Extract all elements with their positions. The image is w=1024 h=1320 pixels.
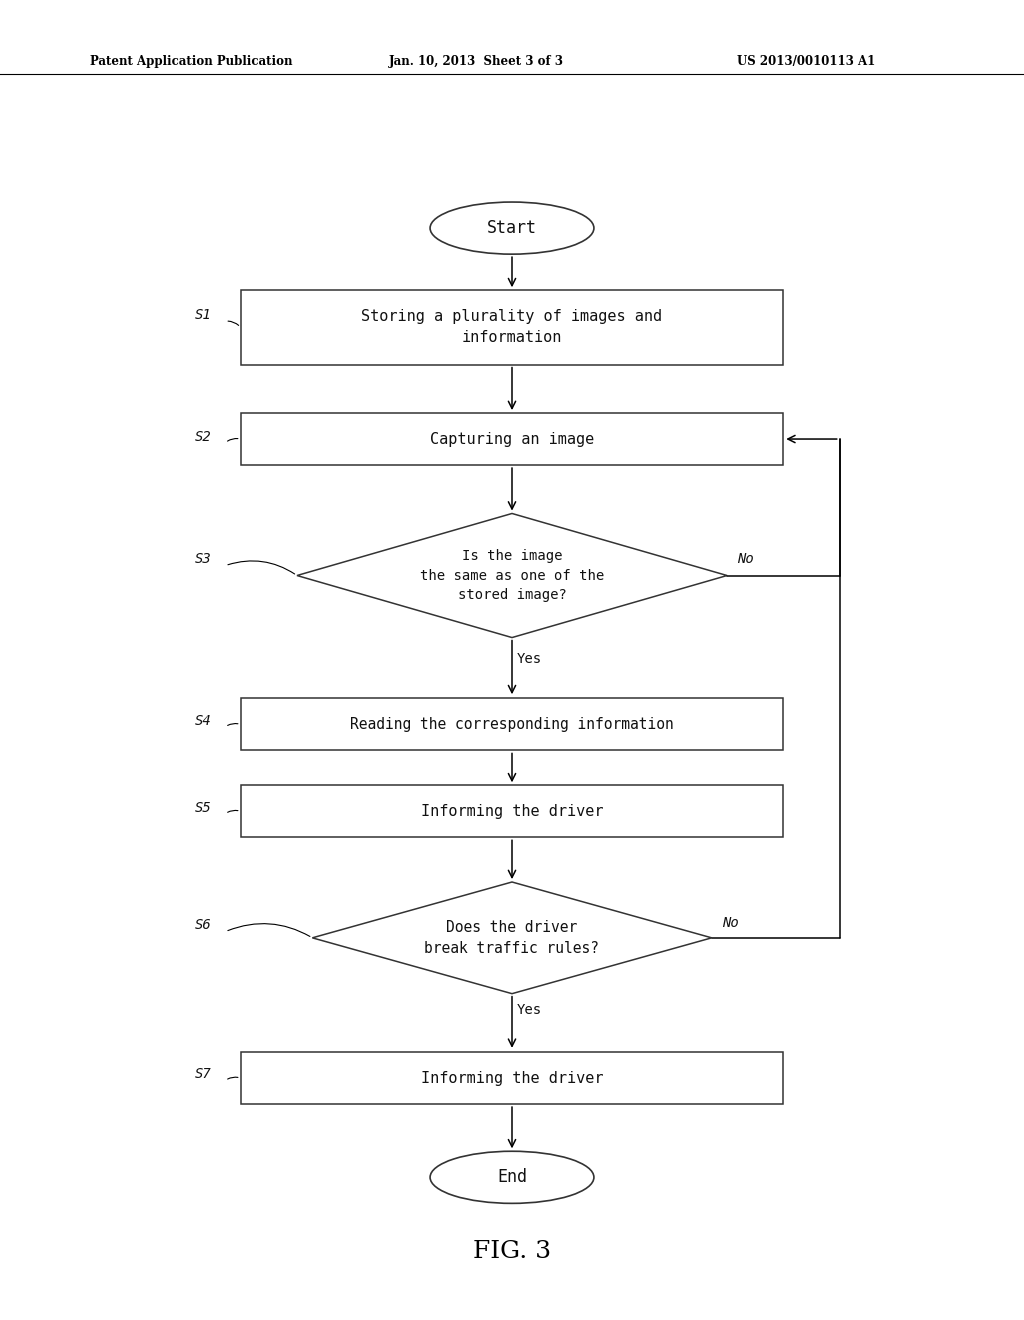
Text: S4: S4 (195, 714, 211, 727)
Text: Yes: Yes (517, 652, 543, 665)
Text: US 2013/0010113 A1: US 2013/0010113 A1 (737, 55, 876, 69)
Text: Reading the corresponding information: Reading the corresponding information (350, 717, 674, 731)
Text: Yes: Yes (517, 1003, 543, 1016)
Bar (241, 698, 783, 751)
Text: Patent Application Publication: Patent Application Publication (90, 55, 293, 69)
Text: S7: S7 (195, 1068, 211, 1081)
Text: No: No (722, 916, 738, 931)
Text: S1: S1 (195, 308, 211, 322)
Text: Is the image
the same as one of the
stored image?: Is the image the same as one of the stor… (420, 549, 604, 602)
Text: Capturing an image: Capturing an image (430, 432, 594, 446)
Text: S5: S5 (195, 800, 211, 814)
Text: S2: S2 (195, 429, 211, 444)
Polygon shape (297, 513, 727, 638)
Text: Storing a plurality of images and
information: Storing a plurality of images and inform… (361, 309, 663, 346)
Bar (241, 1052, 783, 1104)
Ellipse shape (430, 1151, 594, 1204)
Bar (241, 413, 783, 465)
Text: No: No (737, 552, 754, 566)
Text: Informing the driver: Informing the driver (421, 1071, 603, 1085)
Text: Informing the driver: Informing the driver (421, 804, 603, 818)
Text: End: End (497, 1168, 527, 1187)
Text: Start: Start (487, 219, 537, 238)
Text: Does the driver
break traffic rules?: Does the driver break traffic rules? (425, 920, 599, 956)
Bar (241, 785, 783, 837)
Text: Jan. 10, 2013  Sheet 3 of 3: Jan. 10, 2013 Sheet 3 of 3 (389, 55, 564, 69)
Text: S3: S3 (195, 552, 211, 566)
Polygon shape (312, 882, 712, 994)
Ellipse shape (430, 202, 594, 255)
Text: S6: S6 (195, 919, 211, 932)
Bar (241, 290, 783, 364)
Text: FIG. 3: FIG. 3 (473, 1241, 551, 1263)
